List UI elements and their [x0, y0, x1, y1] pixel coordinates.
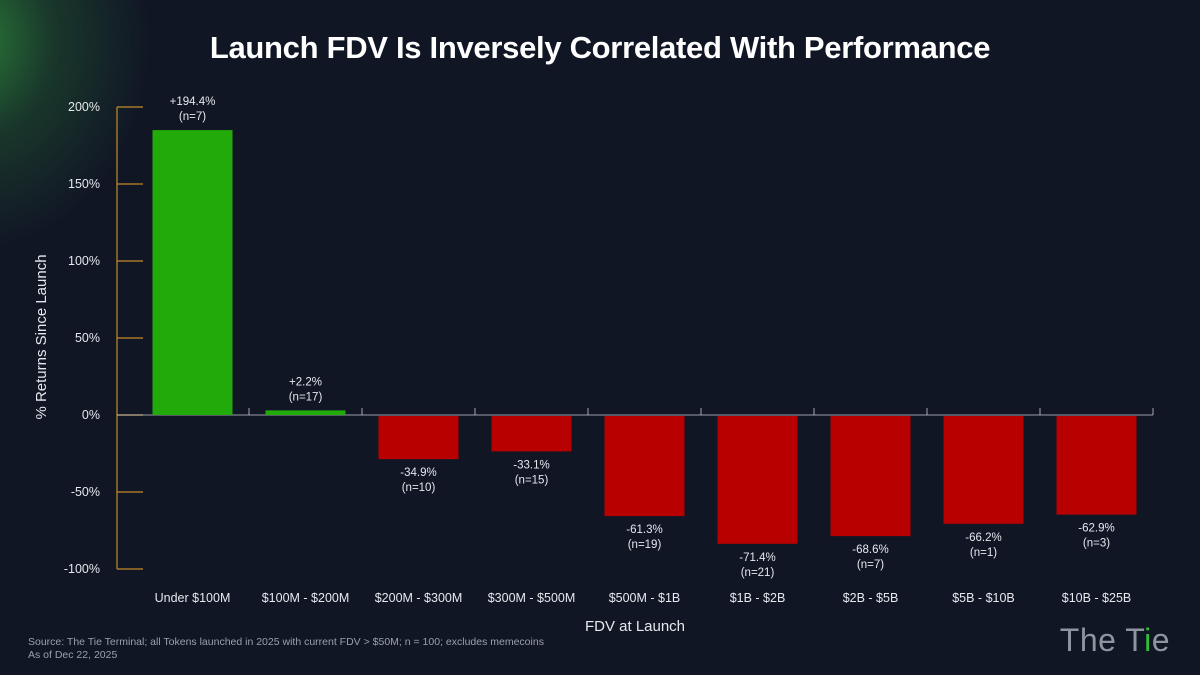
brand-logo: The Tie — [1060, 622, 1170, 659]
y-tick-label: 100% — [68, 254, 100, 268]
n-label: (n=15) — [515, 474, 549, 486]
bar — [717, 416, 798, 544]
value-label: -34.9% — [400, 467, 436, 479]
value-label: +2.2% — [289, 376, 322, 388]
n-label: (n=3) — [1083, 538, 1110, 550]
y-axis-label: % Returns Since Launch — [33, 254, 50, 419]
brand-text-1: The T — [1059, 622, 1145, 658]
value-label: -66.2% — [965, 532, 1001, 544]
x-axis-label: FDV at Launch — [585, 618, 685, 635]
footnote: Source: The Tie Terminal; all Tokens lau… — [28, 636, 544, 662]
x-tick-label: $1B - $2B — [730, 591, 786, 605]
n-label: (n=7) — [857, 559, 884, 571]
bar — [604, 416, 685, 517]
bar-layer — [152, 130, 1137, 544]
brand-text-2: e — [1151, 622, 1170, 658]
y-tick-label: 0% — [82, 408, 100, 422]
bar — [1056, 416, 1137, 515]
bar — [378, 416, 459, 460]
y-tick-label: 150% — [68, 177, 100, 191]
x-tick-label: $10B - $25B — [1062, 591, 1132, 605]
value-label: -61.3% — [626, 524, 662, 536]
n-label: (n=19) — [628, 539, 662, 551]
x-tick-label: Under $100M — [155, 591, 231, 605]
x-tick-label: $100M - $200M — [262, 591, 350, 605]
bar — [491, 416, 572, 452]
x-tick-label: $2B - $5B — [843, 591, 899, 605]
value-label: -71.4% — [739, 552, 775, 564]
x-tick-label: $500M - $1B — [609, 591, 681, 605]
bar — [152, 130, 233, 415]
label-layer: +194.4% (n=7) Under $100M +2.2% (n=17) $100M … — [155, 96, 1132, 605]
chart-title: Launch FDV Is Inversely Correlated With … — [209, 30, 991, 65]
y-tick-label: 200% — [68, 100, 100, 114]
bar — [265, 410, 346, 415]
brand-accent: i — [1144, 622, 1152, 658]
x-tick-label: $200M - $300M — [375, 591, 463, 605]
bar — [830, 416, 911, 537]
n-label: (n=7) — [179, 111, 206, 123]
n-label: (n=21) — [741, 567, 775, 579]
value-label: -62.9% — [1078, 523, 1114, 535]
bar — [943, 416, 1024, 524]
y-tick-label: 50% — [75, 331, 100, 345]
date-note: As of Dec 22, 2025 — [28, 649, 118, 661]
n-label: (n=17) — [289, 391, 323, 403]
x-tick-label: $5B - $10B — [952, 591, 1015, 605]
axis-layer: 200% 150% 100% 50% 0% -50% -100% — [64, 100, 1154, 576]
n-label: (n=10) — [402, 482, 436, 494]
value-label: -33.1% — [513, 459, 549, 471]
y-tick-label: -50% — [71, 485, 100, 499]
n-label: (n=1) — [970, 547, 997, 559]
x-tick-label: $300M - $500M — [488, 591, 576, 605]
value-label: -68.6% — [852, 544, 888, 556]
source-note: Source: The Tie Terminal; all Tokens lau… — [28, 636, 544, 648]
y-tick-label: -100% — [64, 562, 100, 576]
value-label: +194.4% — [170, 96, 216, 108]
